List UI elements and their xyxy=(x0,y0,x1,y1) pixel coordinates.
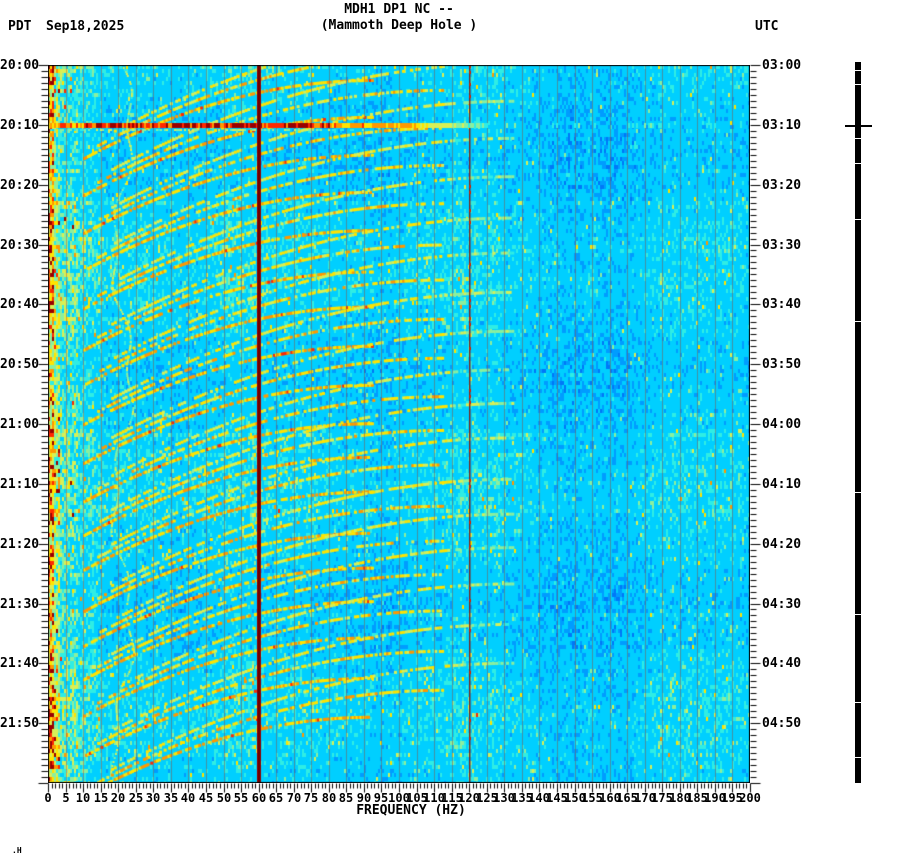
time-tick-label-utc: 03:10 xyxy=(762,118,802,133)
trace-gap xyxy=(855,138,861,139)
frequency-tick-label: 75 xyxy=(303,791,319,805)
time-tick-label-utc: 04:30 xyxy=(762,597,802,612)
time-tick-label-pdt: 20:40 xyxy=(0,297,40,312)
footer-mark: .H xyxy=(12,846,22,855)
trace-gap xyxy=(855,702,861,703)
time-tick-label-utc: 03:00 xyxy=(762,58,802,73)
trace-gap xyxy=(855,70,861,71)
frequency-tick-label: 30 xyxy=(145,791,161,805)
frequency-tick-label: 110 xyxy=(423,791,445,805)
frequency-tick-label: 180 xyxy=(669,791,691,805)
frequency-tick-label: 140 xyxy=(528,791,550,805)
frequency-tick-label: 105 xyxy=(406,791,428,805)
time-tick-label-pdt: 20:20 xyxy=(0,178,40,193)
frequency-tick-label: 50 xyxy=(216,791,232,805)
frequency-tick-label: 60 xyxy=(251,791,267,805)
trace-gap xyxy=(855,84,861,85)
frequency-tick-label: 200 xyxy=(739,791,761,805)
trace-gap xyxy=(855,757,861,758)
frequency-tick-label: 5 xyxy=(62,791,70,805)
time-tick-label-utc: 03:50 xyxy=(762,357,802,372)
frequency-tick-label: 55 xyxy=(233,791,249,805)
frequency-tick-label: 40 xyxy=(180,791,196,805)
frequency-tick-label: 20 xyxy=(110,791,126,805)
frequency-tick-label: 145 xyxy=(546,791,568,805)
time-tick-label-pdt: 21:40 xyxy=(0,656,40,671)
time-tick-label-utc: 03:30 xyxy=(762,238,802,253)
frequency-tick-label: 80 xyxy=(321,791,337,805)
frequency-tick-label: 15 xyxy=(93,791,109,805)
time-tick-label-pdt: 21:20 xyxy=(0,537,40,552)
trace-gap xyxy=(855,614,861,615)
trace-gap xyxy=(855,492,861,493)
frequency-tick-label: 150 xyxy=(564,791,586,805)
time-tick-label-pdt: 20:50 xyxy=(0,357,40,372)
helicorder-trace-bar xyxy=(855,62,861,783)
time-tick-label-pdt: 21:30 xyxy=(0,597,40,612)
frequency-tick-label: 90 xyxy=(356,791,372,805)
trace-gap xyxy=(855,163,861,164)
frequency-tick-label: 25 xyxy=(128,791,144,805)
frequency-axis-title: FREQUENCY (HZ) xyxy=(356,803,466,818)
time-tick-label-utc: 03:40 xyxy=(762,297,802,312)
frequency-tick-label: 135 xyxy=(511,791,533,805)
frequency-tick-label: 165 xyxy=(616,791,638,805)
frequency-tick-label: 155 xyxy=(581,791,603,805)
frequency-tick-label: 170 xyxy=(634,791,656,805)
frequency-tick-label: 130 xyxy=(493,791,515,805)
frequency-tick-label: 125 xyxy=(476,791,498,805)
frequency-tick-label: 175 xyxy=(651,791,673,805)
time-tick-label-pdt: 20:30 xyxy=(0,238,40,253)
time-tick-label-utc: 04:20 xyxy=(762,537,802,552)
frequency-tick-label: 10 xyxy=(75,791,91,805)
frequency-tick-label: 45 xyxy=(198,791,214,805)
time-tick-label-pdt: 20:00 xyxy=(0,58,40,73)
frequency-tick-label: 190 xyxy=(704,791,726,805)
frequency-tick-label: 0 xyxy=(44,791,52,805)
frequency-tick-label: 70 xyxy=(286,791,302,805)
frequency-tick-label: 65 xyxy=(268,791,284,805)
time-tick-label-utc: 04:00 xyxy=(762,417,802,432)
frequency-tick-label: 185 xyxy=(686,791,708,805)
frequency-tick-label: 35 xyxy=(163,791,179,805)
trace-gap xyxy=(855,219,861,220)
time-tick-label-utc: 04:40 xyxy=(762,656,802,671)
frequency-tick-label: 85 xyxy=(338,791,354,805)
frequency-tick-label: 95 xyxy=(373,791,389,805)
time-tick-label-pdt: 21:10 xyxy=(0,477,40,492)
event-marker-cross xyxy=(845,125,872,127)
trace-gap xyxy=(855,321,861,322)
frequency-tick-label: 120 xyxy=(458,791,480,805)
frequency-tick-label: 160 xyxy=(599,791,621,805)
frequency-tick-label: 115 xyxy=(441,791,463,805)
time-tick-label-utc: 04:50 xyxy=(762,716,802,731)
time-tick-label-utc: 03:20 xyxy=(762,178,802,193)
frequency-tick-label: 100 xyxy=(388,791,410,805)
time-tick-label-pdt: 21:50 xyxy=(0,716,40,731)
time-tick-label-pdt: 20:10 xyxy=(0,118,40,133)
frequency-tick-label: 195 xyxy=(721,791,743,805)
time-tick-label-utc: 04:10 xyxy=(762,477,802,492)
time-tick-label-pdt: 21:00 xyxy=(0,417,40,432)
